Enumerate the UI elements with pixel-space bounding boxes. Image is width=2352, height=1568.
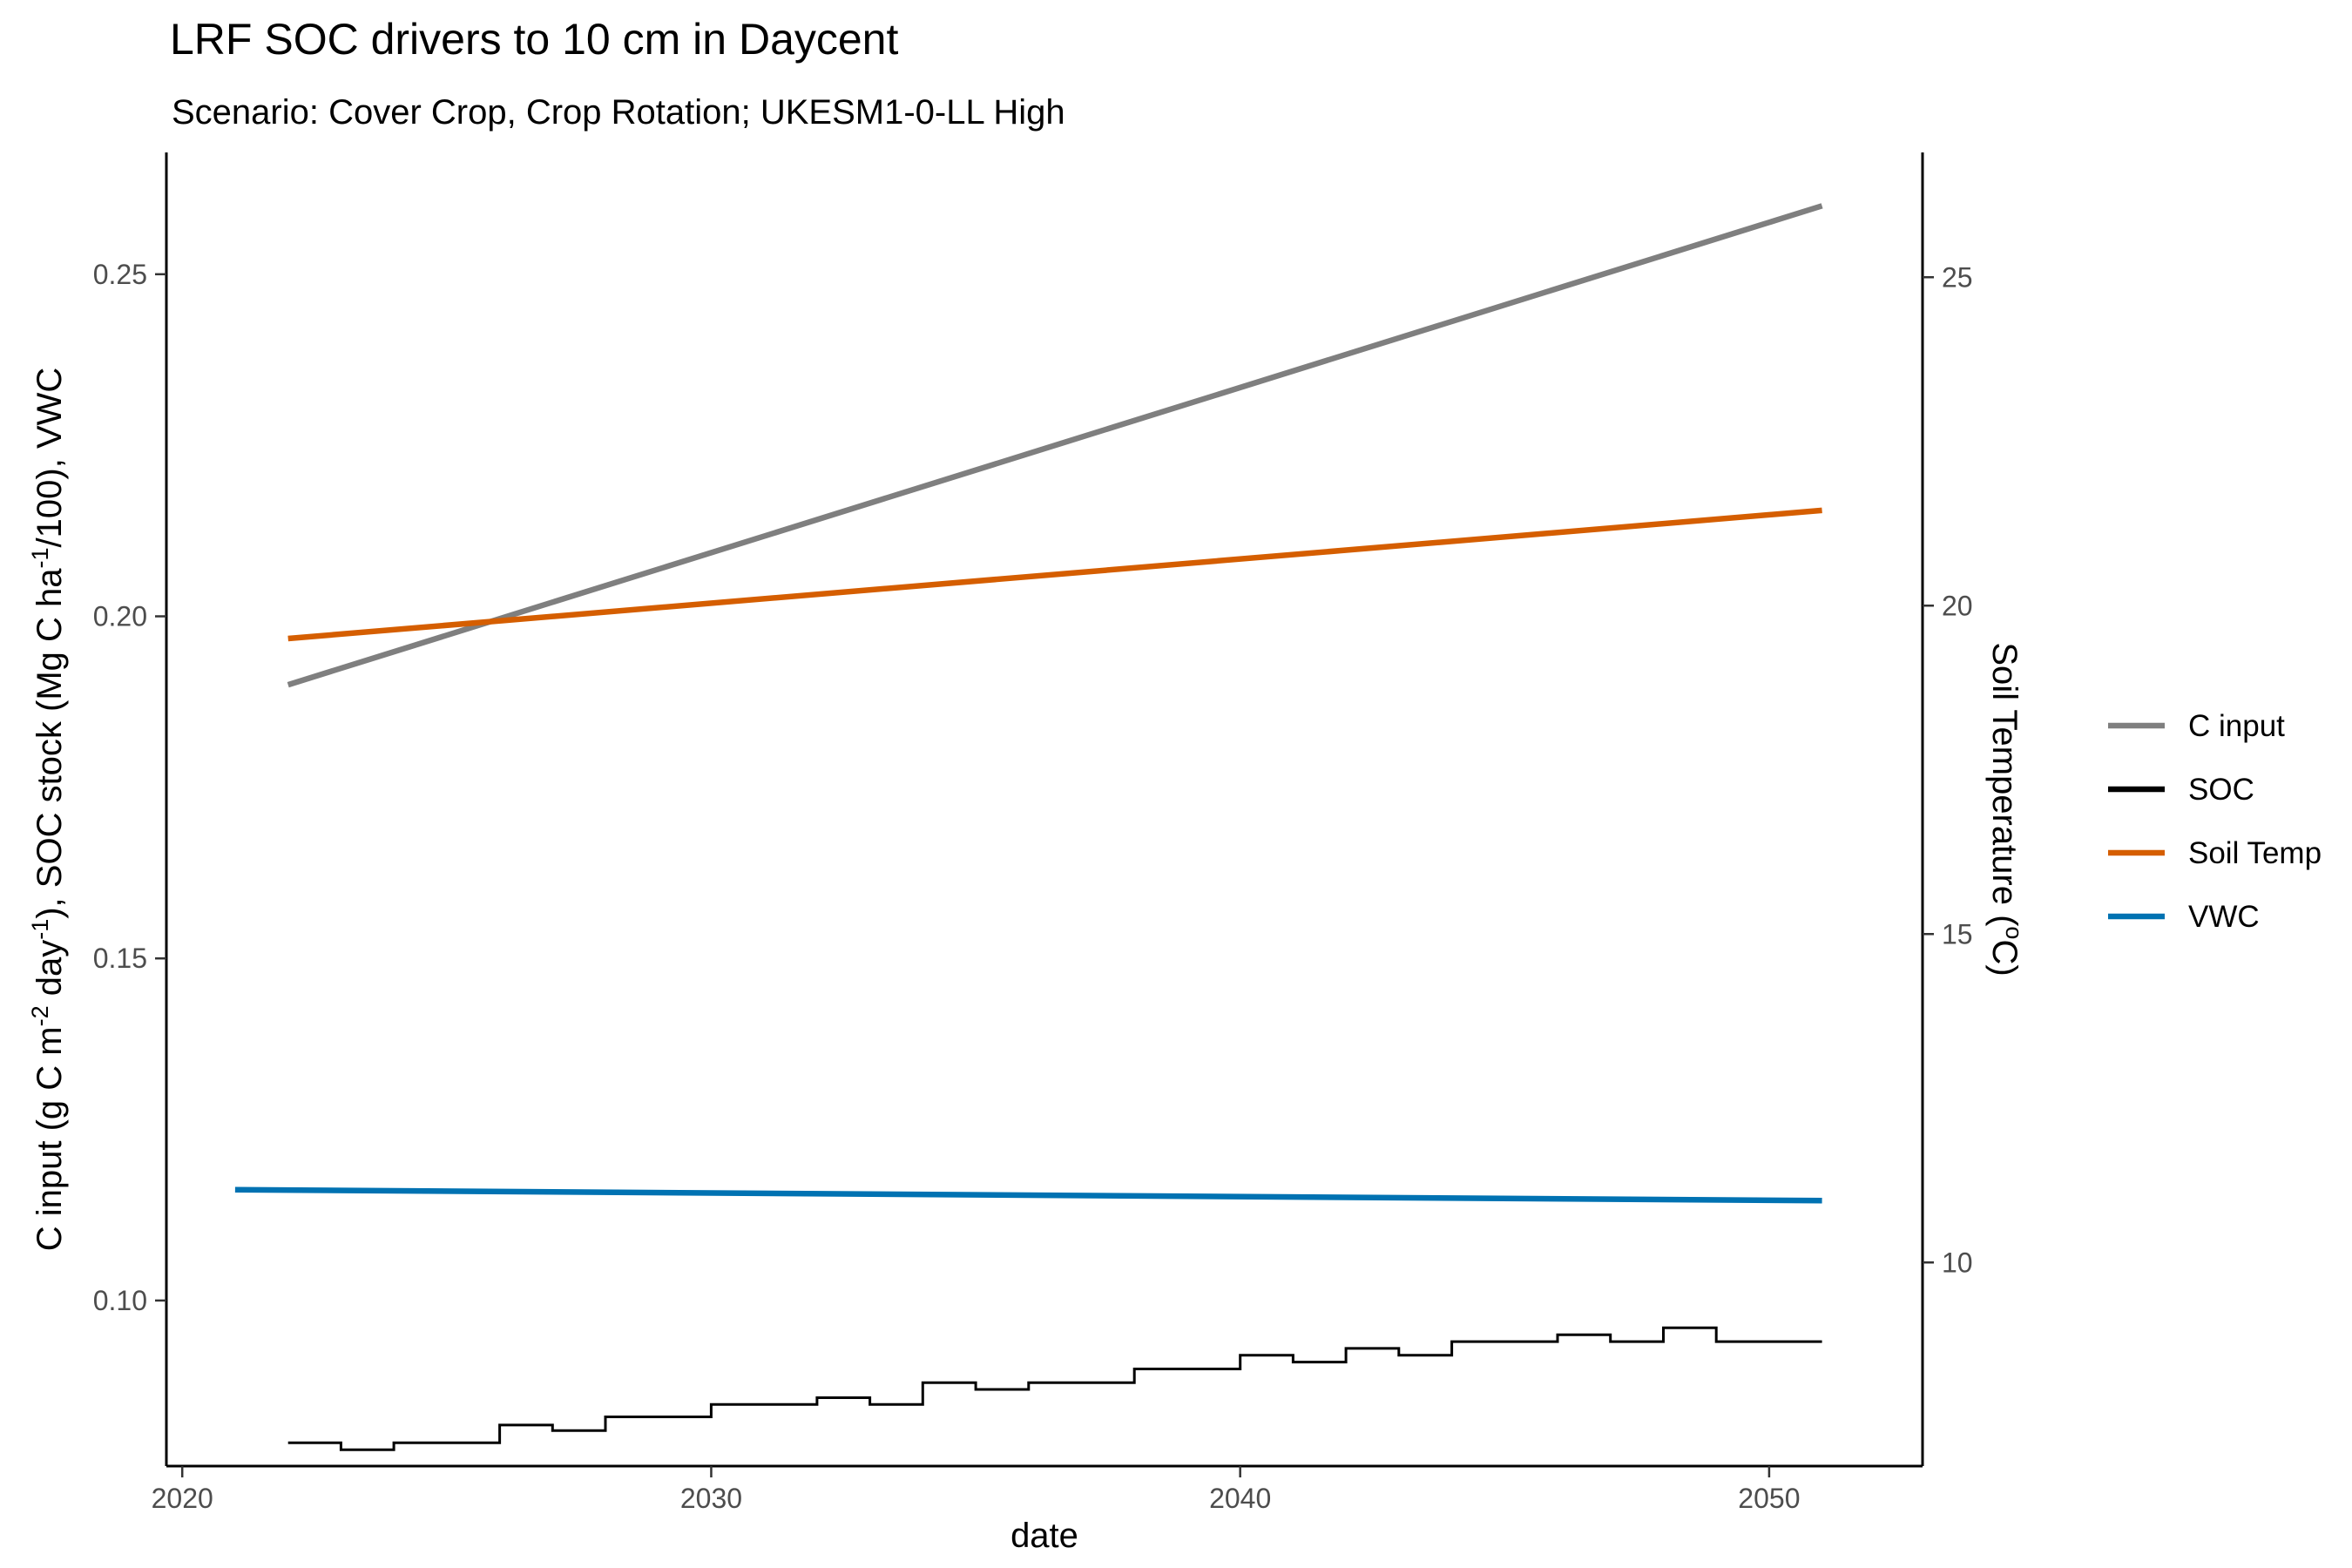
series-layer (234, 203, 1823, 1451)
y-left-tick-label: 0.20 (93, 601, 147, 632)
legend-item-c-input: C input (2108, 709, 2285, 743)
legend-item-soil-temp: Soil Temp (2108, 836, 2322, 870)
axis-label-text: ), SOC stock (Mg C ha (30, 568, 69, 919)
legend-label-vwc: VWC (2188, 900, 2260, 934)
axis-label-text: Soil Temperature ( (1985, 642, 2024, 927)
axis-label-superscript: -2 (27, 1005, 53, 1026)
y-left-tick-label: 0.10 (93, 1285, 147, 1316)
chart-subtitle: Scenario: Cover Crop, Crop Rotation; UKE… (172, 93, 1065, 132)
legend-label-soc: SOC (2188, 773, 2254, 807)
legend-label-soil-temp: Soil Temp (2188, 836, 2322, 870)
legend-label-c-input: C input (2188, 709, 2285, 743)
y-right-tick-label: 10 (1942, 1247, 1973, 1278)
x-tick-label: 2030 (680, 1483, 742, 1514)
y-left-axis-ticks: 0.10 0.15 0.20 0.25 (93, 259, 166, 1316)
y-left-tick-label: 0.25 (93, 259, 147, 290)
series-soc-line (287, 1326, 1822, 1451)
x-tick-label: 2020 (152, 1483, 213, 1514)
legend-item-soc: SOC (2108, 773, 2254, 807)
axis-label-superscript: -1 (27, 919, 53, 940)
chart-title: LRF SOC drivers to 10 cm in Daycent (170, 15, 898, 64)
axis-label-text: C input (g C m (30, 1026, 69, 1251)
legend-item-vwc: VWC (2108, 900, 2260, 934)
legend: C input SOC Soil Temp VWC (2108, 709, 2322, 934)
axis-label-text: day (30, 940, 69, 1006)
y-right-tick-label: 25 (1942, 261, 1973, 293)
axis-label-text: C) (1985, 939, 2024, 976)
y-left-tick-label: 0.15 (93, 943, 147, 974)
x-axis-ticks: 2020 2030 2040 2050 (152, 1466, 1800, 1514)
axis-label-superscript: o (2001, 926, 2027, 939)
y-left-axis-label: C input (g C m-2 day-1), SOC stock (Mg C… (27, 368, 69, 1252)
x-tick-label: 2040 (1209, 1483, 1271, 1514)
y-right-axis-ticks: 10 15 20 25 (1923, 261, 1973, 1278)
y-right-tick-label: 15 (1942, 918, 1973, 950)
y-right-axis-label: Soil Temperature (oC) (1985, 642, 2027, 976)
y-right-tick-label: 20 (1942, 590, 1973, 621)
axis-label-superscript: -1 (27, 547, 53, 568)
series-vwc-line (234, 1186, 1822, 1204)
axis-label-text: /100), VWC (30, 368, 69, 548)
x-axis-label: date (1010, 1517, 1078, 1555)
series-c-input-line (287, 203, 1823, 688)
x-tick-label: 2050 (1738, 1483, 1800, 1514)
series-soil-temp-line (287, 507, 1822, 642)
